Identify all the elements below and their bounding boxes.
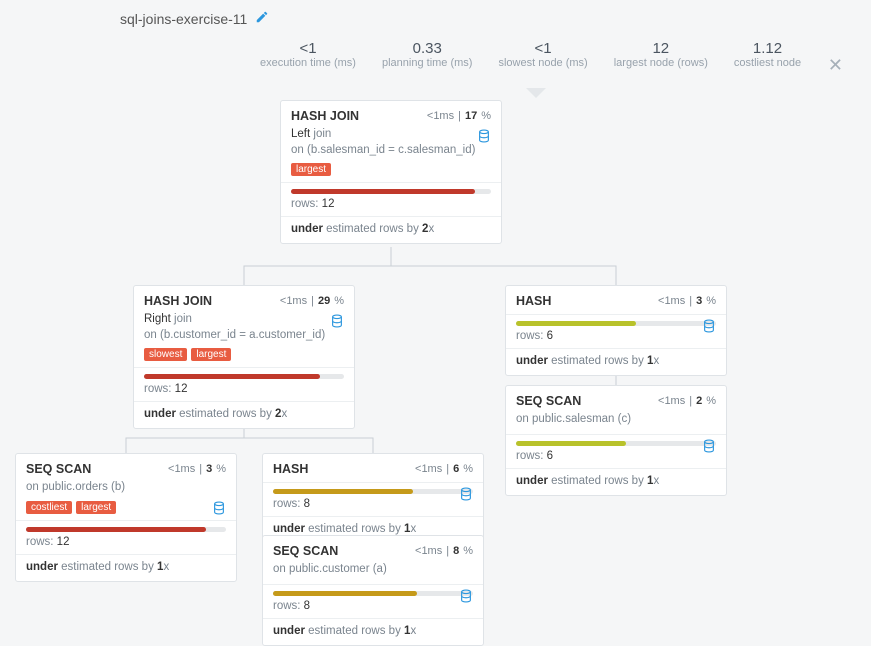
- node-stats: <1ms | 2 %: [658, 395, 716, 407]
- node-estimate: under estimated rows by 1x: [273, 625, 473, 637]
- node-bar: [144, 374, 344, 379]
- metric-0: <1execution time (ms): [260, 40, 356, 69]
- close-icon[interactable]: ✕: [828, 55, 843, 76]
- node-condition: on (b.customer_id = a.customer_id): [144, 328, 344, 344]
- metric-label: largest node (rows): [614, 57, 708, 69]
- plan-node[interactable]: SEQ SCAN <1ms | 8 % on public.customer (a)…: [262, 535, 484, 646]
- database-icon: [702, 439, 716, 453]
- database-icon: [212, 501, 226, 515]
- metrics-bar: <1execution time (ms)0.33planning time (…: [260, 40, 801, 69]
- metric-value: <1: [260, 40, 356, 57]
- node-stats: <1ms | 29 %: [280, 295, 344, 307]
- node-condition: on public.customer (a): [273, 562, 473, 578]
- divider: [263, 618, 483, 619]
- node-bar: [273, 489, 473, 494]
- divider: [506, 314, 726, 315]
- node-bar: [291, 189, 491, 194]
- node-estimate: under estimated rows by 1x: [273, 523, 473, 535]
- node-estimate: under estimated rows by 2x: [144, 408, 344, 420]
- database-icon: [330, 314, 344, 328]
- node-stats: <1ms | 6 %: [415, 463, 473, 475]
- node-rows: rows: 12: [26, 536, 226, 548]
- node-name: HASH: [273, 462, 308, 476]
- edit-icon[interactable]: [255, 10, 269, 27]
- node-rows: rows: 8: [273, 498, 473, 510]
- metric-1: 0.33planning time (ms): [382, 40, 472, 69]
- node-bar: [516, 441, 716, 446]
- node-rows: rows: 6: [516, 330, 716, 342]
- node-stats: <1ms | 8 %: [415, 545, 473, 557]
- metric-value: 1.12: [734, 40, 801, 57]
- node-badges: costliest largest: [26, 501, 226, 514]
- node-stats: <1ms | 3 %: [168, 463, 226, 475]
- node-rows: rows: 12: [291, 198, 491, 210]
- metric-value: <1: [498, 40, 587, 57]
- badge-slowest: slowest: [144, 348, 187, 361]
- node-bar: [26, 527, 226, 532]
- database-icon: [702, 319, 716, 333]
- metric-4: 1.12costliest node: [734, 40, 801, 69]
- metric-value: 0.33: [382, 40, 472, 57]
- divider: [134, 367, 354, 368]
- plan-node[interactable]: SEQ SCAN <1ms | 2 % on public.salesman (c)…: [505, 385, 727, 496]
- plan-node[interactable]: HASH <1ms | 6 % rows: 8 under estimated row…: [262, 453, 484, 544]
- divider: [16, 520, 236, 521]
- metric-value: 12: [614, 40, 708, 57]
- badge-costliest: costliest: [26, 501, 72, 514]
- plan-node[interactable]: HASH JOIN <1ms | 17 % Left joinon (b.sales…: [280, 100, 502, 244]
- divider: [506, 468, 726, 469]
- node-name: SEQ SCAN: [26, 462, 91, 476]
- divider: [506, 434, 726, 435]
- node-stats: <1ms | 3 %: [658, 295, 716, 307]
- node-estimate: under estimated rows by 1x: [516, 355, 716, 367]
- node-bar: [516, 321, 716, 326]
- database-icon: [459, 589, 473, 603]
- metrics-pointer: [526, 88, 546, 98]
- metric-label: costliest node: [734, 57, 801, 69]
- node-condition: on public.orders (b): [26, 480, 226, 496]
- node-name: HASH JOIN: [291, 109, 359, 123]
- node-rows: rows: 12: [144, 383, 344, 395]
- metric-2: <1slowest node (ms): [498, 40, 587, 69]
- node-stats: <1ms | 17 %: [427, 110, 491, 122]
- database-icon: [459, 487, 473, 501]
- plan-node[interactable]: HASH JOIN <1ms | 29 % Right joinon (b.cust…: [133, 285, 355, 429]
- node-estimate: under estimated rows by 2x: [291, 223, 491, 235]
- node-bar: [273, 591, 473, 596]
- database-icon: [477, 129, 491, 143]
- node-condition: on (b.salesman_id = c.salesman_id): [291, 143, 491, 159]
- node-condition: on public.salesman (c): [516, 412, 716, 428]
- divider: [263, 584, 483, 585]
- divider: [506, 348, 726, 349]
- node-subtitle: Right join: [144, 312, 344, 328]
- divider: [16, 554, 236, 555]
- node-name: SEQ SCAN: [516, 394, 581, 408]
- divider: [281, 216, 501, 217]
- node-badges: largest: [291, 163, 491, 176]
- metric-label: planning time (ms): [382, 57, 472, 69]
- badge-largest: largest: [191, 348, 231, 361]
- plan-node[interactable]: HASH <1ms | 3 % rows: 6 under estimated row…: [505, 285, 727, 376]
- badge-largest: largest: [76, 501, 116, 514]
- node-badges: slowest largest: [144, 348, 344, 361]
- node-subtitle: Left join: [291, 127, 491, 143]
- divider: [134, 401, 354, 402]
- metric-3: 12largest node (rows): [614, 40, 708, 69]
- divider: [263, 516, 483, 517]
- node-name: SEQ SCAN: [273, 544, 338, 558]
- page-title: sql-joins-exercise-11: [120, 11, 247, 27]
- node-name: HASH: [516, 294, 551, 308]
- node-rows: rows: 6: [516, 450, 716, 462]
- badge-largest: largest: [291, 163, 331, 176]
- node-estimate: under estimated rows by 1x: [516, 475, 716, 487]
- node-estimate: under estimated rows by 1x: [26, 561, 226, 573]
- metric-label: execution time (ms): [260, 57, 356, 69]
- divider: [263, 482, 483, 483]
- node-rows: rows: 8: [273, 600, 473, 612]
- node-name: HASH JOIN: [144, 294, 212, 308]
- metric-label: slowest node (ms): [498, 57, 587, 69]
- plan-node[interactable]: SEQ SCAN <1ms | 3 % on public.orders (b) co…: [15, 453, 237, 582]
- divider: [281, 182, 501, 183]
